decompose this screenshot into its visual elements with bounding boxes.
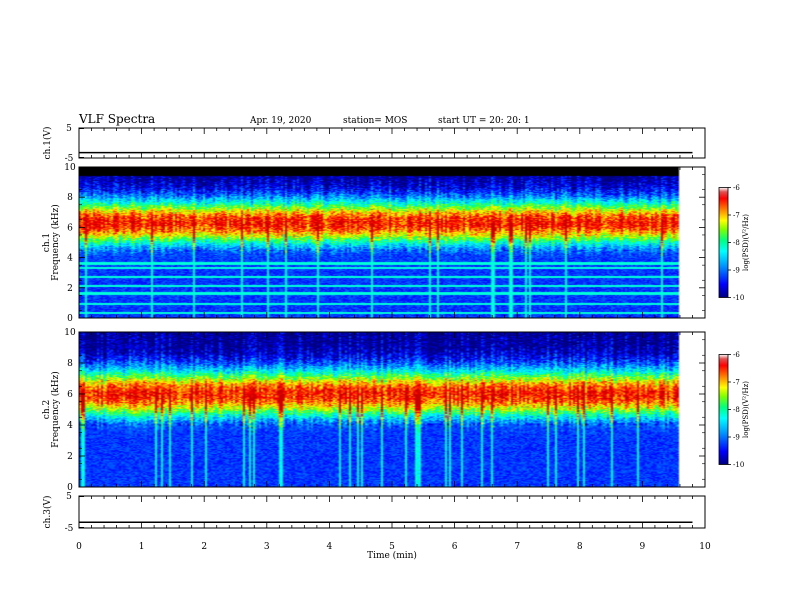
panel-ylabel: ch.1(V)	[42, 127, 53, 160]
colorbar-tick-label: -6	[733, 184, 740, 192]
ch2-spectrogram-image	[79, 332, 691, 487]
y-tick-label: 8	[67, 193, 73, 203]
x-axis-label: Time (min)	[367, 550, 417, 561]
x-tick-label: 7	[514, 542, 520, 552]
y-tick-label: 0	[67, 483, 73, 493]
start-time-label: start UT = 20: 20: 1	[438, 116, 530, 126]
y-tick-label: 6	[67, 390, 73, 400]
colorbar-tick-label: -7	[733, 379, 740, 387]
y-tick-label: 10	[64, 328, 76, 338]
y-tick-label: 2	[67, 284, 73, 294]
colorbar-tick-label: -7	[733, 212, 740, 220]
colorbar-2	[718, 354, 729, 465]
y-tick-label: 5	[66, 124, 72, 134]
x-tick-label: 4	[327, 542, 333, 552]
colorbar-tick-label: -10	[733, 461, 744, 469]
panel-ylabel-frequency: Frequency (kHz)	[50, 371, 61, 448]
panel-ylabel-channel: ch.1	[42, 233, 52, 252]
ch1-spectrogram-image	[79, 167, 691, 318]
colorbar-tick-label: -8	[733, 406, 740, 414]
y-tick-label: 5	[66, 492, 72, 502]
y-tick-label: -5	[65, 524, 74, 534]
panel-ylabel: ch.3(V)	[42, 496, 53, 529]
figure-title: VLF Spectra	[78, 112, 155, 126]
x-tick-label: 2	[201, 542, 207, 552]
station-label: station= MOS	[343, 116, 407, 126]
y-tick-label: 0	[67, 314, 73, 324]
colorbar-tick-label: -9	[733, 267, 740, 275]
x-tick-label: 0	[76, 542, 82, 552]
x-tick-label: 8	[577, 542, 583, 552]
colorbar-1	[718, 187, 729, 298]
colorbar-tick-label: -6	[733, 351, 740, 359]
y-tick-label: -5	[65, 154, 74, 164]
x-tick-label: 9	[640, 542, 646, 552]
y-tick-label: 8	[67, 359, 73, 369]
colorbar-tick-label: -8	[733, 239, 740, 247]
panel-ylabel-frequency: Frequency (kHz)	[50, 204, 61, 281]
x-tick-label: 3	[264, 542, 270, 552]
y-tick-label: 2	[67, 452, 73, 462]
x-tick-label: 1	[139, 542, 145, 552]
colorbar-tick-label: -10	[733, 294, 744, 302]
y-tick-label: 4	[67, 254, 73, 264]
panel-ylabel-channel: ch.2	[42, 400, 52, 419]
x-tick-label: 5	[389, 542, 395, 552]
y-tick-label: 4	[67, 421, 73, 431]
colorbar-label: log(PSD)(V²/Hz)	[742, 214, 750, 271]
x-tick-label: 6	[452, 542, 458, 552]
colorbar-label: log(PSD)(V²/Hz)	[742, 381, 750, 438]
x-tick-label: 10	[699, 542, 711, 552]
colorbar-tick-label: -9	[733, 434, 740, 442]
y-tick-label: 10	[64, 163, 76, 173]
y-tick-label: 6	[67, 223, 73, 233]
date-label: Apr. 19, 2020	[249, 116, 312, 126]
